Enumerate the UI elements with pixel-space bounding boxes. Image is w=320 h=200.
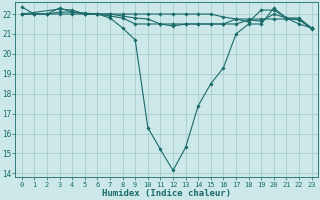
X-axis label: Humidex (Indice chaleur): Humidex (Indice chaleur) <box>102 189 231 198</box>
